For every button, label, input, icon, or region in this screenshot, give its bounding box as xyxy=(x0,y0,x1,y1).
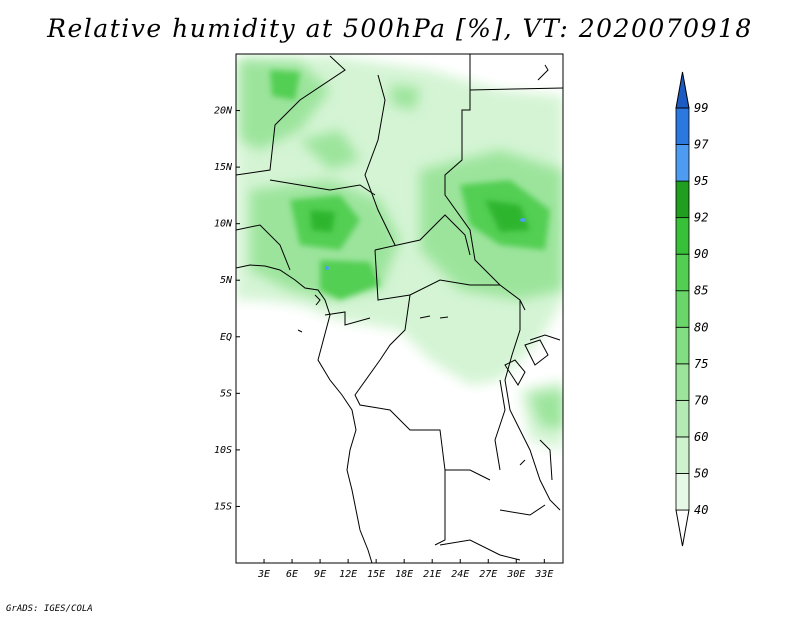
colorbar-min-extension xyxy=(675,509,690,547)
colorbar-label: 60 xyxy=(694,430,708,444)
colorbar-label: 80 xyxy=(694,320,708,334)
colorbar-label: 70 xyxy=(694,393,708,407)
x-tick-label: 18E xyxy=(395,569,413,580)
colorbar-label: 75 xyxy=(694,357,708,371)
colorbar-segment xyxy=(675,144,690,182)
x-tick-label: 3E xyxy=(257,569,270,580)
colorbar-segment xyxy=(675,290,690,328)
colorbar-segment xyxy=(675,253,690,292)
x-tick-label: 6E xyxy=(286,569,298,580)
x-tick-label: 21E xyxy=(423,569,441,580)
colorbar-label: 50 xyxy=(694,466,708,480)
y-tick-label: 5S xyxy=(220,388,232,399)
colorbar-label: 92 xyxy=(694,211,708,225)
colorbar-label: 95 xyxy=(694,174,708,188)
colorbar-label: 85 xyxy=(694,284,708,298)
map-frame xyxy=(235,53,564,564)
x-tick-label: 24E xyxy=(451,569,469,580)
y-axis-ticks: 20N 15N 10N 5N EQ 5S 10S 15S xyxy=(214,106,240,512)
y-tick-label: 10N xyxy=(214,219,233,230)
colorbar-segment xyxy=(675,326,690,365)
chart-title: Relative humidity at 500hPa [%], VT: 202… xyxy=(47,14,753,43)
y-tick-label: 15S xyxy=(214,501,232,512)
colorbar-segment xyxy=(675,180,690,219)
colorbar-segment xyxy=(675,107,690,145)
colorbar-label: 97 xyxy=(694,138,709,152)
colorbar-segment xyxy=(675,363,690,401)
x-tick-label: 9E xyxy=(314,569,326,580)
humidity-field xyxy=(236,54,563,563)
x-tick-label: 33E xyxy=(534,569,553,580)
y-tick-label: 5N xyxy=(220,275,233,286)
y-tick-label: EQ xyxy=(220,332,232,343)
x-tick-label: 15E xyxy=(367,569,385,580)
colorbar-segment xyxy=(675,399,690,438)
x-tick-label: 12E xyxy=(339,569,357,580)
colorbar-max-extension xyxy=(675,71,690,109)
colorbar-segment xyxy=(675,217,690,255)
y-tick-label: 20N xyxy=(214,106,233,117)
x-axis-ticks: 3E 6E 9E 12E 15E 18E 21E 24E 27E 30E 33E xyxy=(257,559,553,580)
grads-credit: GrADS: IGES/COLA xyxy=(6,604,93,614)
colorbar-label: 99 xyxy=(694,101,708,115)
country-borders xyxy=(236,54,563,563)
colorbar: 40 50 60 70 75 80 85 90 92 95 97 99 xyxy=(675,71,709,547)
x-tick-label: 30E xyxy=(506,569,525,580)
colorbar-segment xyxy=(675,436,690,474)
x-tick-label: 27E xyxy=(479,569,497,580)
colorbar-segment xyxy=(675,473,690,511)
y-tick-label: 15N xyxy=(214,162,233,173)
y-tick-label: 10S xyxy=(214,445,232,456)
colorbar-label: 90 xyxy=(694,247,708,261)
colorbar-label: 40 xyxy=(694,503,708,517)
